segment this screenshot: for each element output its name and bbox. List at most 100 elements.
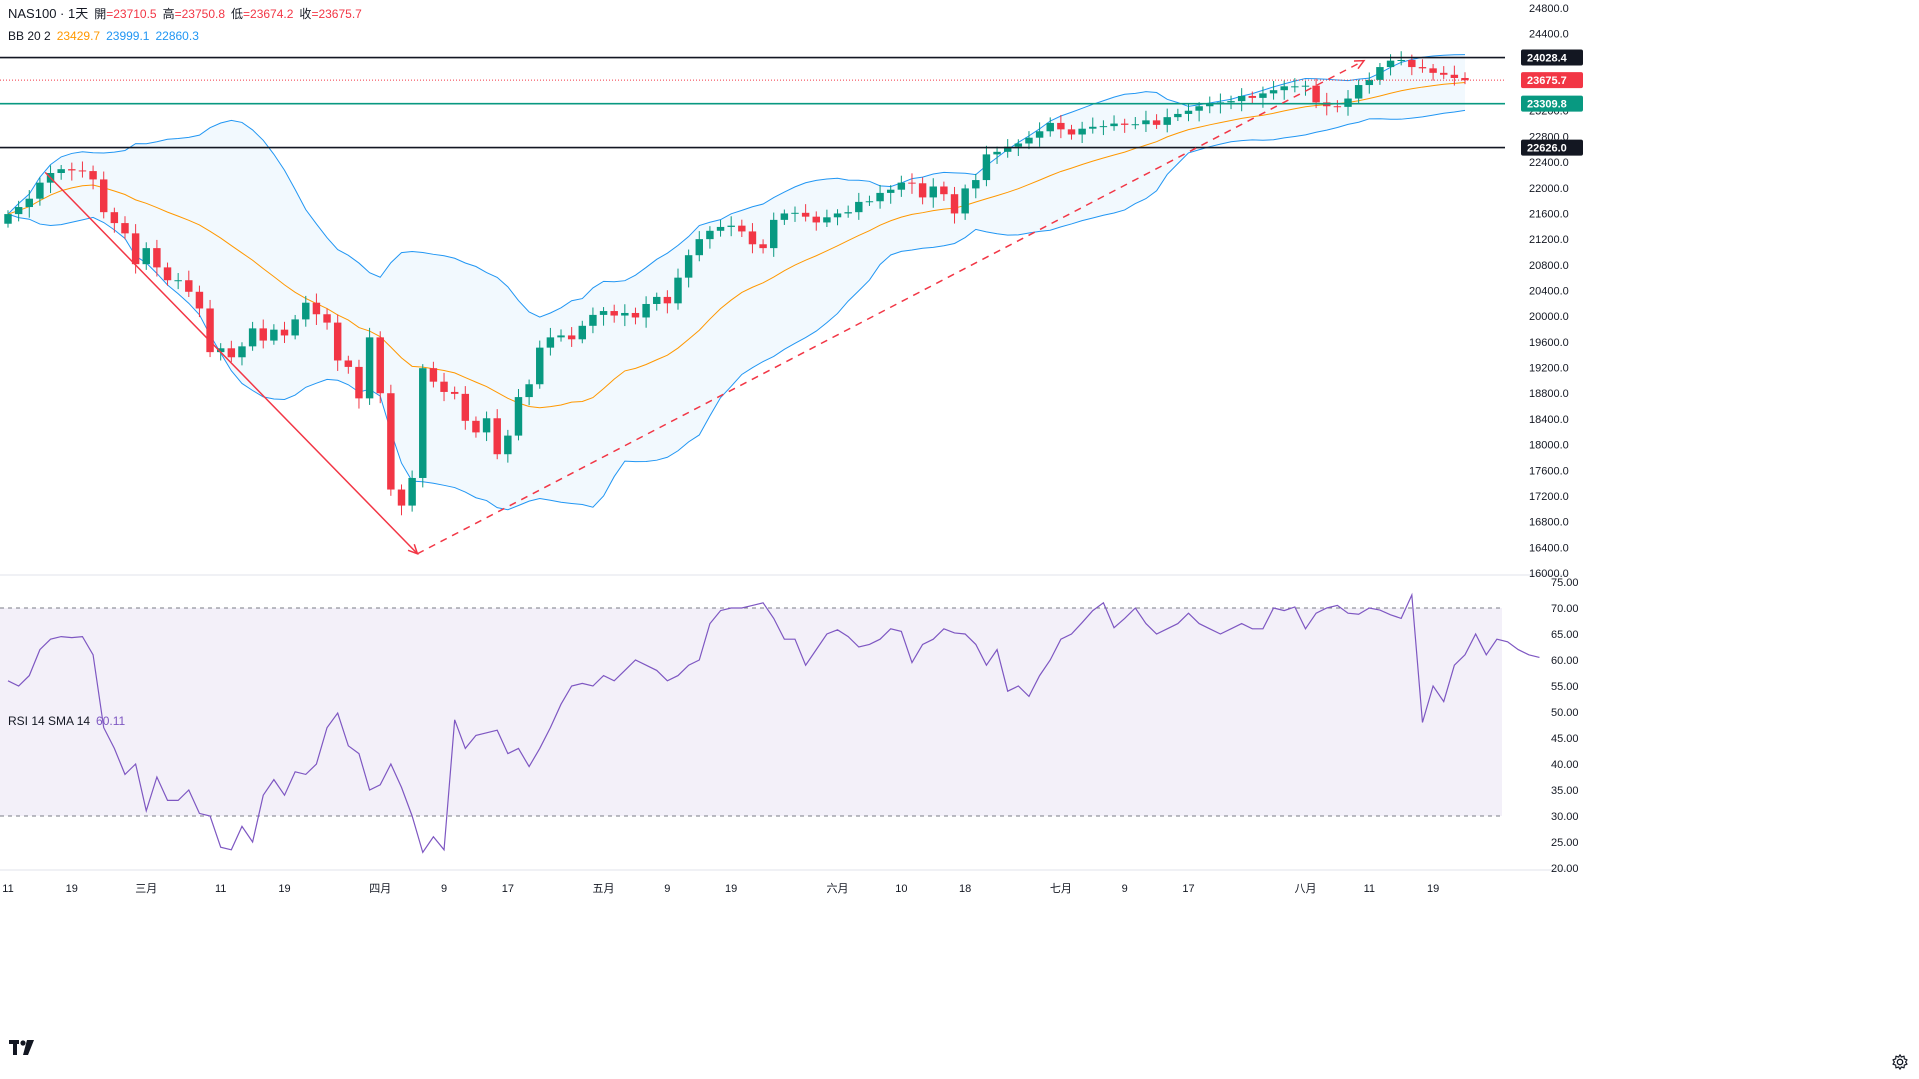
candle-body	[610, 311, 618, 316]
candle-body	[1354, 85, 1363, 99]
candle-body	[450, 391, 459, 394]
candle-body	[706, 230, 714, 240]
candle-body	[599, 311, 608, 315]
candle-body	[876, 192, 884, 202]
candle-body	[1344, 98, 1352, 107]
candle-body	[1461, 77, 1469, 81]
ohlc-legend: NAS100 · 1天 開 =23710.5 高 =23750.8 低 =23674.…	[8, 6, 362, 22]
candle-body	[1312, 85, 1320, 103]
candle-body	[461, 393, 470, 421]
candle-body	[886, 189, 895, 193]
candle-body	[695, 239, 703, 256]
candle-body	[429, 368, 438, 382]
rsi-legend[interactable]: RSI 14 SMA 14 60.11	[8, 713, 125, 729]
rsi-axis-tick: 40.00	[1551, 759, 1579, 771]
candle-body	[748, 231, 757, 245]
bb-legend[interactable]: BB 20 2 23429.7 23999.1 22860.3	[8, 28, 199, 44]
candle-body	[1237, 95, 1246, 102]
candle-body	[1152, 120, 1161, 125]
candle-body	[823, 217, 831, 223]
candle-body	[578, 325, 587, 340]
high-value: =23750.8	[174, 7, 226, 21]
candle-body	[163, 267, 172, 281]
candle-body	[280, 329, 289, 336]
candle-body	[4, 214, 12, 224]
time-axis-tick: 五月	[593, 883, 615, 895]
bb-lower-line	[7, 109, 1466, 511]
candle-body	[131, 233, 140, 265]
bb-basis-value: 23429.7	[56, 29, 101, 43]
price-axis-tick: 17200.0	[1529, 491, 1569, 503]
candle-body	[1418, 67, 1427, 69]
rsi-axis-tick: 50.00	[1551, 707, 1579, 719]
rsi-axis-tick: 45.00	[1551, 733, 1579, 745]
candle-body	[663, 296, 672, 304]
time-axis-tick: 9	[664, 883, 670, 895]
time-axis-tick: 11	[2, 883, 13, 895]
candle-body	[972, 180, 980, 189]
rsi-axis-tick: 55.00	[1551, 681, 1579, 693]
price-axis-tick: 18800.0	[1529, 388, 1569, 400]
candle-body	[1003, 146, 1012, 152]
candle-body	[1440, 72, 1448, 75]
candle-body	[1429, 68, 1437, 73]
candle-body	[525, 384, 533, 398]
candle-body	[780, 213, 789, 220]
candle-body	[493, 418, 501, 455]
rsi-axis-tick: 30.00	[1551, 811, 1579, 823]
candle-body	[248, 328, 257, 347]
price-axis-tick: 22000.0	[1529, 183, 1569, 195]
price-axis-tick: 16000.0	[1529, 568, 1569, 580]
candle-body	[855, 201, 863, 213]
candle-body	[25, 198, 33, 208]
low-label: 低	[231, 7, 244, 21]
price-axis-tick: 24800.0	[1529, 3, 1569, 15]
candle-body	[1450, 74, 1459, 78]
candle-body	[312, 302, 321, 315]
time-axis-tick: 9	[441, 883, 447, 895]
candle-body	[472, 420, 480, 433]
time-axis-tick: 三月	[135, 883, 157, 895]
rsi-axis-tick: 70.00	[1551, 603, 1579, 615]
time-axis-tick: 11	[1364, 883, 1375, 895]
candle-body	[1195, 106, 1203, 111]
candle-body	[1057, 122, 1065, 130]
candle-body	[291, 319, 299, 336]
candle-body	[961, 188, 969, 214]
bb-label: BB 20 2	[8, 29, 51, 43]
candle-body	[238, 346, 246, 358]
time-axis-tick: 10	[895, 883, 907, 895]
candle-body	[376, 337, 384, 394]
candle-body	[727, 225, 735, 227]
candle-body	[1397, 60, 1405, 62]
price-axis-tick: 16800.0	[1529, 517, 1569, 529]
candle-body	[1301, 85, 1310, 87]
trend-line	[417, 59, 1365, 555]
candle-body	[759, 244, 767, 249]
settings-gear-icon[interactable]	[1891, 1053, 1909, 1071]
price-label-tag	[1521, 72, 1583, 89]
candle-body	[993, 151, 1001, 155]
candle-body	[642, 303, 650, 318]
candle-body	[78, 170, 87, 172]
candle-body	[57, 169, 65, 174]
rsi-band	[0, 608, 1502, 816]
time-axis-tick: 9	[1122, 883, 1128, 895]
price-axis-tick: 20400.0	[1529, 286, 1569, 298]
tradingview-logo-icon[interactable]	[8, 1037, 36, 1059]
time-axis-tick: 17	[1182, 883, 1194, 895]
candle-body	[1408, 60, 1416, 68]
time-axis-tick: 八月	[1294, 883, 1316, 895]
price-axis-tick: 19600.0	[1529, 337, 1569, 349]
price-axis-tick: 22400.0	[1529, 157, 1569, 169]
candle-body	[1120, 123, 1129, 125]
candle-body	[419, 368, 427, 478]
price-axis-tick: 24400.0	[1529, 29, 1569, 41]
candle-body	[206, 308, 214, 353]
candle-body	[801, 212, 810, 217]
trend-arrow-head	[1353, 59, 1366, 70]
candle-body	[110, 212, 119, 224]
symbol-label[interactable]: NAS100 · 1天	[8, 6, 89, 21]
